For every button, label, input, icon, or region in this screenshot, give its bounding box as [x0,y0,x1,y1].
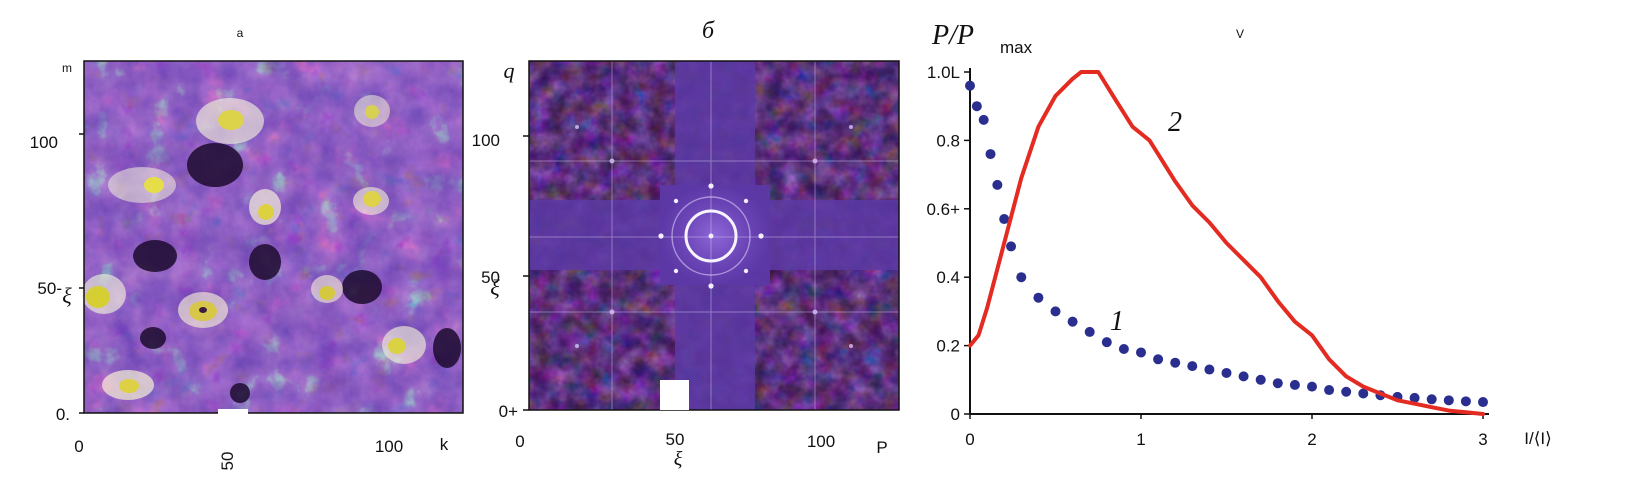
chart-y-tick-label: 0.2 [936,337,960,356]
chart-series-point [1238,371,1249,382]
chart-series-point [1324,385,1335,396]
panel-v-label: V [1236,27,1244,41]
chart-series-point [1187,361,1198,372]
chart-series-point [985,149,996,160]
panel-a-frame [83,60,464,414]
chart-series-point [1101,337,1112,348]
panel-b-x-tick-50: 50 [666,430,685,449]
chart-series-point [1170,357,1181,368]
panel-a-y-axis-label: m [62,61,72,75]
panel-b-side-glyph: ξ [490,275,500,300]
chart-series-point [1307,381,1317,392]
chart-y-axis-label-main: P/P [931,20,974,51]
chart-series-point [1153,354,1164,365]
chart-y-tick-label: 0.6+ [926,200,960,219]
chart-series-point [965,80,975,91]
panel-a-y-tick-0: 0. [56,405,70,424]
chart-series-point [978,114,989,125]
fourier-satellite-peaks [575,125,853,348]
panel-b-corner-mask [660,380,689,410]
panel-b-frame [528,60,900,411]
chart-x-tick-label: 1 [1136,430,1145,449]
panel-b-x-tick-0: 0 [515,432,524,451]
chart-series-point [1067,316,1078,327]
fourier-ring [658,183,764,289]
chart-x-tick-label: 3 [1478,430,1487,449]
panel-b-bottom-glyph: ξ [674,448,683,470]
panel-a-x-tick-100: 100 [375,437,403,456]
panel-a-x-tick-0: 0 [74,437,83,456]
panel-b-y-tick-100: 100 [472,131,500,150]
chart-series-point [1341,386,1352,397]
chart-series-point [1255,374,1266,385]
chart-series-point [1016,272,1027,283]
chart-series-point [992,179,1003,190]
panel-b-y-axis-label: q [504,58,515,83]
fourier-grid-lines [529,61,899,410]
panel-b-label: б [702,18,715,44]
chart-series-point [1084,326,1095,337]
panel-a-y-tick-50: 50- [37,279,62,298]
panel-a-x-tick-50: 50 [218,452,237,471]
panel-b-y-tick-50: 50 [481,268,500,287]
chart-series-point [1033,292,1044,303]
panel-a-side-glyph: ξ [62,283,72,308]
chart-series-point [1118,344,1129,355]
chart-series-point [1050,306,1061,317]
chart-series-line [968,70,1485,416]
panel-a-axis-mask [218,409,248,419]
chart-series-point [1409,392,1420,403]
chart-x-tick-label: 0 [965,430,974,449]
panel-a-label: a [237,26,244,40]
panel-b-y-tick-0: 0+ [499,402,518,421]
chart-series-point [1358,388,1369,399]
panel-b: б q [472,18,900,470]
chart-curve-label-2: 2 [1168,107,1182,138]
chart-series-point [1443,395,1454,406]
chart-y-tick-label: 0.4 [936,268,960,287]
chart-series-point [1478,397,1488,408]
chart-series-point [1006,241,1017,252]
chart-series-point [1221,367,1232,378]
chart-series-point [999,214,1010,225]
chart-series-point [1426,394,1437,405]
chart-series-point [1272,378,1283,389]
speckle-bright-spots [82,95,426,400]
speckle-dark-regions [133,143,461,403]
chart-y-tick-label: 0 [951,405,960,424]
panel-b-x-axis-label: P [876,438,887,457]
chart-root: 0 0.2 0.4 0.6+ 0.8 1.0L 0 1 2 3 I/⟨I⟩ 1 2 [926,63,1551,449]
chart-x-axis-label: I/⟨I⟩ [1524,429,1551,448]
panel-a-y-tick-100: 100 [30,133,58,152]
chart-x-tick-label: 2 [1307,430,1316,449]
chart-series-point [1460,396,1471,407]
chart-series-point [1289,379,1300,390]
panel-a-x-axis-label: k [440,435,449,454]
panel-v: V P/P max 0 0.2 0.4 0.6+ 0.8 1.0L 0 1 2 3 I/⟨I⟩ 1 2 [926,20,1551,449]
panel-a: a m [30,26,464,471]
chart-series-point [1136,347,1146,358]
chart-series-point [1204,364,1215,375]
fourier-center-glow [660,185,770,285]
chart-y-axis-label-subscript: max [1000,38,1033,57]
chart-curve-label-1: 1 [1110,306,1124,337]
panel-b-x-tick-100: 100 [807,432,835,451]
chart-y-tick-label: 1.0L [927,63,960,82]
chart-y-tick-label: 0.8 [936,131,960,150]
chart-series-point [971,101,982,112]
